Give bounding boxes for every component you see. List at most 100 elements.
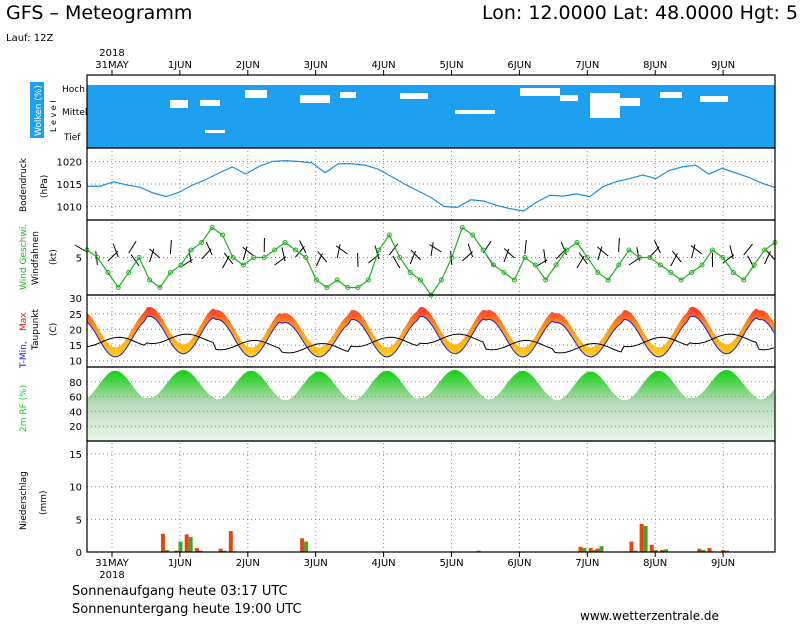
wind-speed-point bbox=[720, 255, 726, 260]
wind-speed-point bbox=[407, 270, 413, 275]
wind-speed-point bbox=[564, 247, 570, 253]
wind-barb bbox=[112, 243, 119, 258]
top-day-label: 2JUN bbox=[236, 60, 260, 71]
cloud-gap bbox=[699, 75, 708, 85]
cloud-gap bbox=[672, 75, 681, 85]
temp-tick-label: 25 bbox=[69, 310, 82, 321]
wind-speed-point bbox=[272, 247, 278, 253]
cloud-gap bbox=[501, 75, 510, 85]
bottom-day-label: 9JUN bbox=[711, 558, 735, 569]
precip-bar-convective bbox=[578, 546, 583, 552]
wind-barb bbox=[636, 247, 640, 262]
bottom-day-label: 1JUN bbox=[168, 558, 192, 569]
cloud-gap bbox=[105, 75, 114, 85]
precip-bar-convective bbox=[588, 548, 593, 552]
wind-barb bbox=[690, 245, 703, 255]
cloud-gap bbox=[245, 90, 267, 98]
cloud-gap bbox=[159, 75, 168, 85]
cloud-gap bbox=[627, 75, 636, 85]
cloud-gap bbox=[222, 75, 231, 85]
wind-speed-point bbox=[240, 262, 246, 268]
cloud-level-label: Hoch bbox=[62, 85, 85, 95]
wind-speed-point bbox=[480, 247, 486, 253]
cloud-gap bbox=[267, 75, 276, 85]
wind-speed-point bbox=[386, 232, 392, 238]
cloud-gap bbox=[573, 75, 582, 85]
cloud-gap bbox=[132, 75, 141, 85]
precip-tick-label: 15 bbox=[69, 450, 82, 461]
wind-barb bbox=[430, 242, 434, 257]
temp-tick-label: 20 bbox=[69, 325, 82, 336]
wind-speed-point bbox=[313, 277, 319, 283]
precip-bar-convective bbox=[721, 550, 726, 552]
temp-ylabel-c: Taupunkt bbox=[31, 308, 41, 351]
cloud-gap bbox=[168, 75, 177, 85]
wind-ylabel-a: Wind Geschwi. bbox=[19, 224, 29, 290]
precip-bar-largescale bbox=[643, 525, 648, 552]
precip-bar-convective bbox=[707, 548, 712, 552]
cloud-gap bbox=[393, 75, 402, 85]
wind-speed-point bbox=[595, 270, 601, 275]
level-label: L e v e l bbox=[49, 101, 58, 132]
precip-bar-largescale bbox=[188, 536, 193, 552]
cloud-gap bbox=[645, 75, 654, 85]
precip-bar-largescale bbox=[164, 550, 169, 552]
precip-bar-convective bbox=[218, 548, 223, 552]
wind-barb bbox=[543, 249, 547, 264]
precip-bar-largescale bbox=[198, 550, 203, 552]
cloud-gap bbox=[700, 96, 728, 102]
cloud-gap bbox=[375, 75, 384, 85]
wind-speed-point bbox=[126, 270, 132, 275]
wind-barb bbox=[169, 239, 172, 255]
cloud-gap bbox=[447, 75, 456, 85]
top-day-label: 31MAY bbox=[95, 60, 129, 71]
wind-speed-point bbox=[501, 270, 507, 275]
wind-barb bbox=[128, 240, 137, 254]
bottom-day-label: 31MAY bbox=[95, 558, 129, 569]
cloud-gap bbox=[660, 92, 682, 98]
precip-tick-label: 5 bbox=[76, 515, 82, 526]
wind-speed-point bbox=[334, 277, 340, 283]
wind-speed-point bbox=[647, 255, 653, 260]
cloud-gap bbox=[96, 75, 105, 85]
precip-bar-largescale bbox=[178, 541, 183, 552]
cloud-gap bbox=[348, 75, 357, 85]
cloud-gap bbox=[177, 75, 186, 85]
precip-tick-label: 0 bbox=[76, 548, 82, 559]
bottom-day-label: 2JUN bbox=[236, 558, 260, 569]
wind-speed-point bbox=[261, 255, 267, 260]
cloud-gap bbox=[240, 75, 249, 85]
cloud-cover-area bbox=[87, 75, 775, 148]
precip-bar-largescale bbox=[663, 549, 668, 552]
cloud-gap bbox=[762, 75, 771, 85]
bottom-day-label: 3JUN bbox=[304, 558, 328, 569]
wind-barb bbox=[560, 241, 567, 256]
cloud-gap bbox=[591, 75, 600, 85]
cloud-gap bbox=[276, 75, 285, 85]
precip-bar-largescale bbox=[653, 550, 658, 552]
precip-bar-largescale bbox=[222, 550, 227, 552]
wind-barb bbox=[691, 244, 696, 259]
cloud-level-label: Tief bbox=[63, 133, 81, 143]
precip-bar-largescale bbox=[582, 548, 587, 552]
cloud-gap bbox=[294, 75, 303, 85]
cloud-gap bbox=[474, 75, 483, 85]
wind-barb bbox=[578, 252, 588, 265]
sunset-text: Sonnenuntergang heute 19:00 UTC bbox=[72, 602, 302, 617]
wind-barb bbox=[503, 248, 515, 259]
precip-bar-convective bbox=[595, 548, 600, 552]
cloud-gap bbox=[87, 75, 96, 85]
wind-speed-point bbox=[303, 255, 309, 260]
cloud-gap bbox=[555, 75, 564, 85]
pressure-line bbox=[87, 159, 776, 212]
wind-speed-point bbox=[147, 277, 153, 283]
top-year-label: 2018 bbox=[99, 48, 124, 59]
bottom-day-label: 5JUN bbox=[439, 558, 463, 569]
cloud-gap bbox=[231, 75, 240, 85]
bottom-day-label: 7JUN bbox=[575, 558, 599, 569]
wind-barb bbox=[130, 254, 140, 267]
wind-speed-point bbox=[730, 270, 736, 275]
wind-barb bbox=[95, 251, 98, 266]
temp-tick-label: 10 bbox=[69, 357, 82, 368]
wind-speed-point bbox=[282, 240, 288, 245]
